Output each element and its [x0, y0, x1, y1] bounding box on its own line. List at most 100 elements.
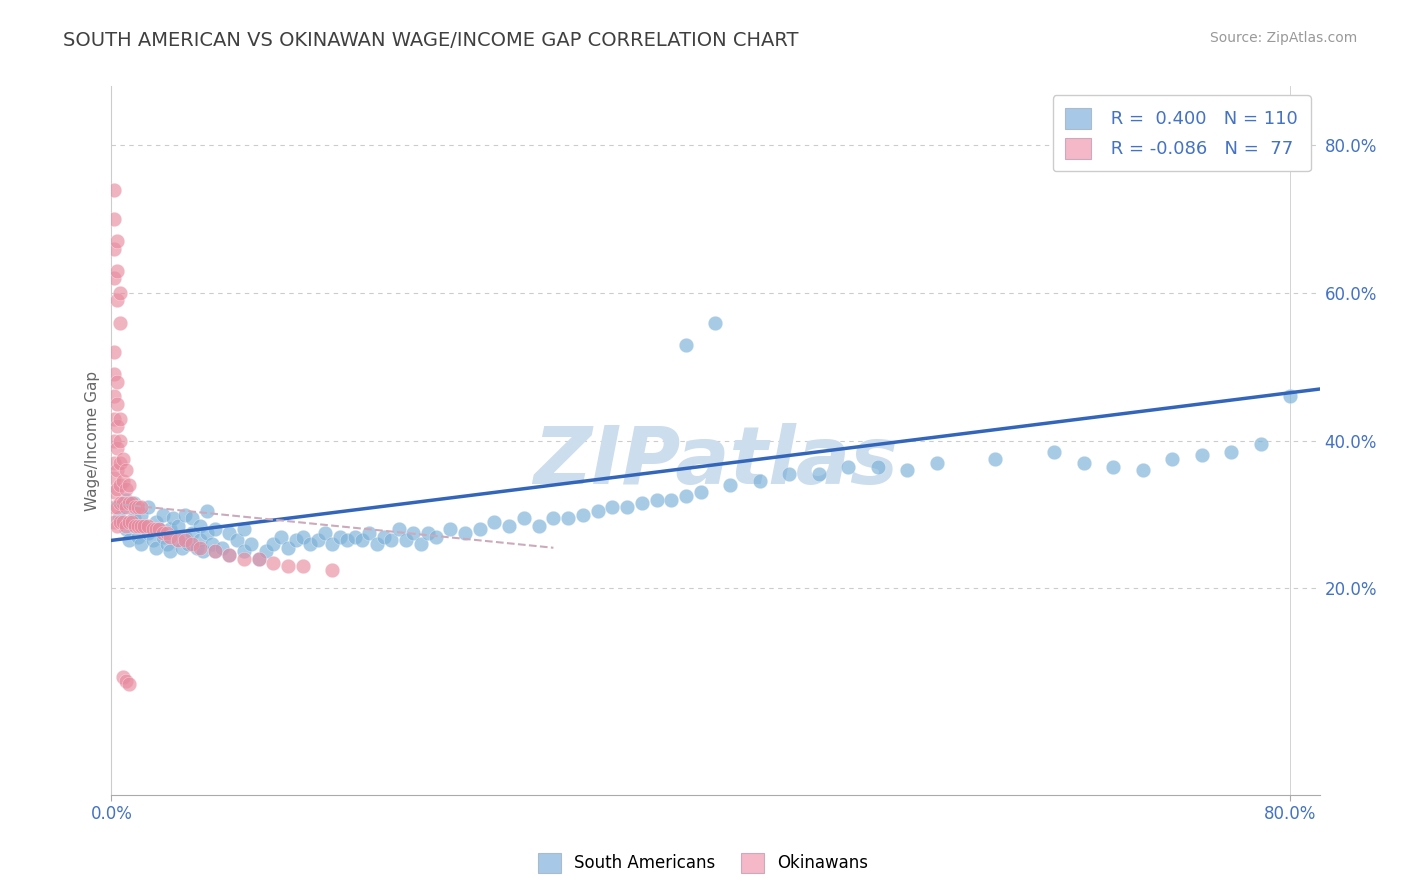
Point: [837, 459, 859, 474]
Point: [704, 316, 727, 330]
Point: [675, 489, 697, 503]
Point: [115, 482, 138, 496]
Point: [240, 537, 263, 551]
Point: [148, 522, 170, 536]
Point: [110, 456, 132, 470]
Point: [159, 522, 181, 536]
Point: [343, 530, 366, 544]
Y-axis label: Wage/Income Gap: Wage/Income Gap: [86, 371, 100, 511]
Point: [112, 496, 135, 510]
Point: [145, 541, 167, 555]
Point: [454, 526, 477, 541]
Point: [166, 533, 188, 548]
Point: [418, 526, 440, 541]
Point: [166, 518, 188, 533]
Point: [866, 459, 889, 474]
Point: [277, 541, 299, 555]
Point: [778, 467, 800, 481]
Point: [156, 537, 179, 551]
Point: [748, 475, 770, 489]
Text: Source: ZipAtlas.com: Source: ZipAtlas.com: [1209, 31, 1357, 45]
Point: [118, 478, 141, 492]
Point: [105, 500, 128, 515]
Legend: South Americans, Okinawans: South Americans, Okinawans: [531, 847, 875, 880]
Point: [188, 533, 211, 548]
Point: [233, 522, 256, 536]
Point: [112, 670, 135, 684]
Legend:  R =  0.400   N = 110,  R = -0.086   N =  77: R = 0.400 N = 110, R = -0.086 N = 77: [1053, 95, 1310, 171]
Point: [1073, 456, 1095, 470]
Point: [115, 673, 138, 688]
Point: [103, 368, 125, 382]
Point: [204, 522, 226, 536]
Point: [115, 492, 138, 507]
Point: [112, 500, 135, 515]
Point: [136, 518, 159, 533]
Point: [314, 526, 336, 541]
Point: [112, 515, 135, 529]
Point: [152, 530, 174, 544]
Point: [468, 522, 491, 536]
Point: [277, 559, 299, 574]
Point: [616, 500, 638, 515]
Point: [204, 544, 226, 558]
Point: [105, 441, 128, 455]
Point: [602, 500, 624, 515]
Point: [247, 551, 270, 566]
Point: [110, 434, 132, 448]
Point: [121, 515, 143, 529]
Point: [195, 526, 218, 541]
Point: [181, 537, 204, 551]
Point: [498, 518, 520, 533]
Point: [211, 541, 233, 555]
Point: [204, 544, 226, 558]
Point: [103, 500, 125, 515]
Point: [103, 434, 125, 448]
Point: [118, 515, 141, 529]
Point: [105, 463, 128, 477]
Point: [586, 504, 609, 518]
Point: [299, 537, 322, 551]
Point: [359, 526, 381, 541]
Point: [124, 518, 146, 533]
Point: [439, 522, 461, 536]
Text: SOUTH AMERICAN VS OKINAWAN WAGE/INCOME GAP CORRELATION CHART: SOUTH AMERICAN VS OKINAWAN WAGE/INCOME G…: [63, 31, 799, 50]
Point: [188, 518, 211, 533]
Point: [136, 526, 159, 541]
Point: [110, 515, 132, 529]
Point: [336, 533, 359, 548]
Point: [148, 522, 170, 536]
Point: [1161, 452, 1184, 467]
Point: [321, 537, 343, 551]
Point: [103, 271, 125, 285]
Point: [1220, 444, 1243, 458]
Point: [284, 533, 307, 548]
Point: [174, 508, 197, 522]
Point: [127, 530, 149, 544]
Point: [105, 419, 128, 434]
Point: [1279, 389, 1302, 403]
Point: [233, 544, 256, 558]
Point: [152, 508, 174, 522]
Point: [645, 492, 668, 507]
Point: [675, 337, 697, 351]
Point: [110, 496, 132, 510]
Point: [380, 533, 402, 548]
Point: [225, 533, 247, 548]
Point: [166, 533, 188, 548]
Point: [145, 522, 167, 536]
Point: [1132, 463, 1154, 477]
Point: [181, 511, 204, 525]
Point: [110, 286, 132, 301]
Point: [247, 551, 270, 566]
Point: [105, 397, 128, 411]
Point: [105, 375, 128, 389]
Point: [105, 518, 128, 533]
Point: [402, 526, 425, 541]
Point: [132, 518, 155, 533]
Point: [181, 526, 204, 541]
Point: [129, 508, 152, 522]
Point: [321, 563, 343, 577]
Point: [350, 533, 373, 548]
Point: [115, 522, 138, 536]
